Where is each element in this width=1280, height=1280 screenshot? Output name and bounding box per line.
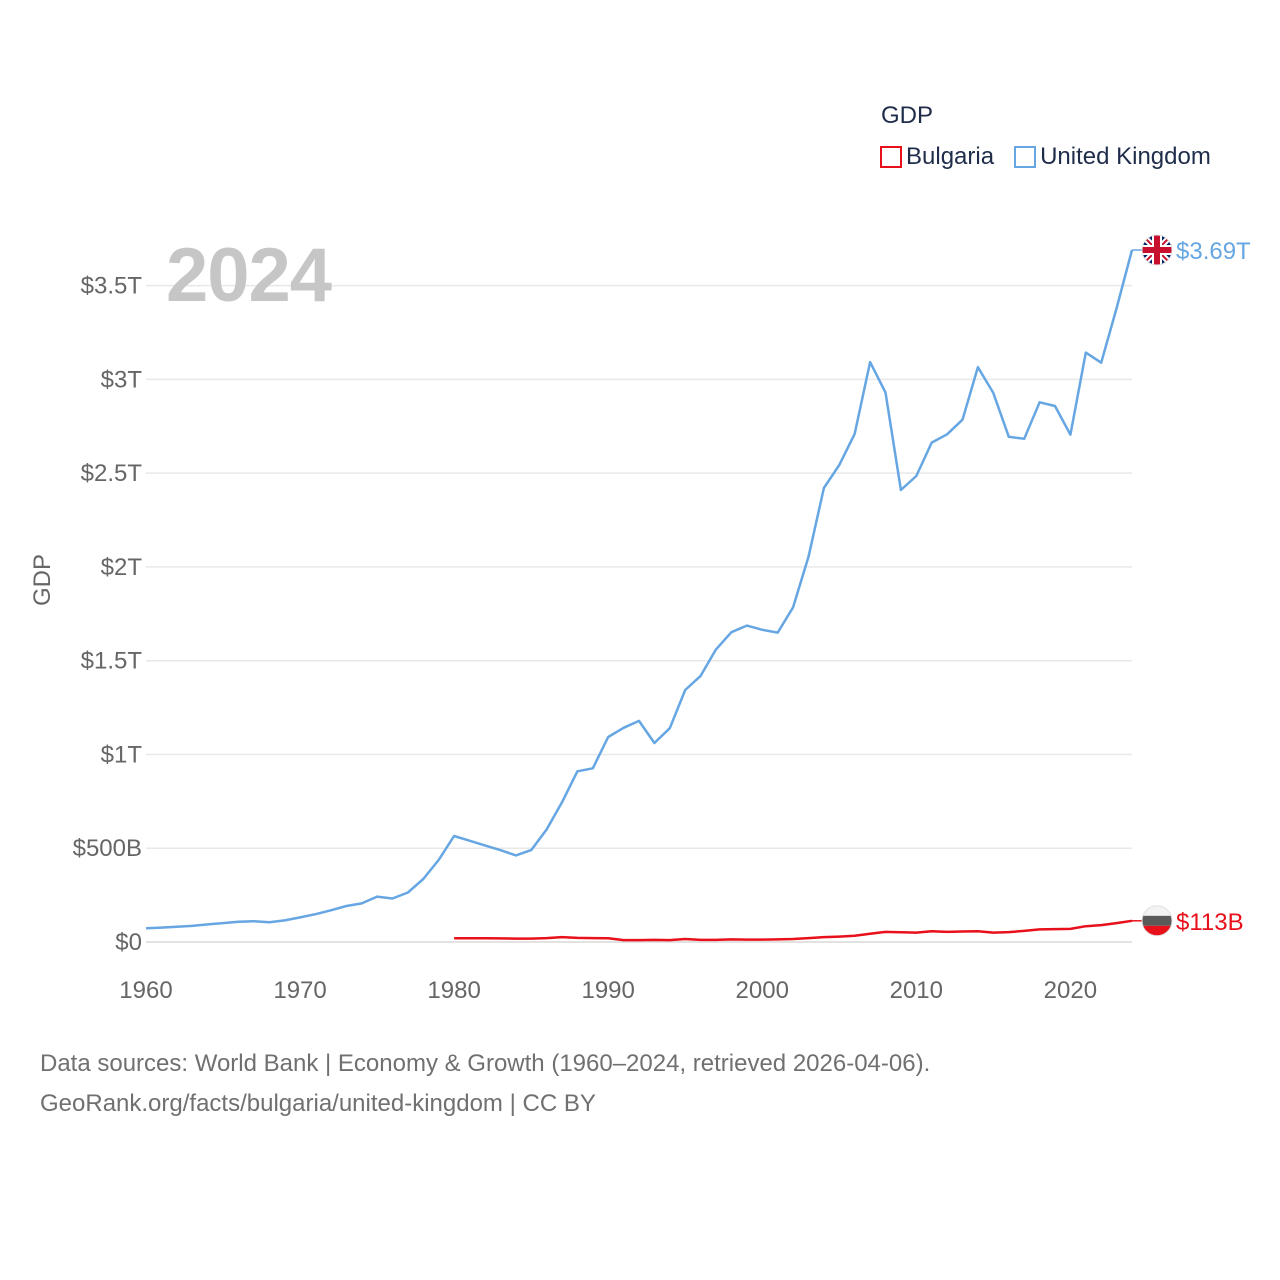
source-line-1: Data sources: World Bank | Economy & Gro…: [40, 1050, 931, 1077]
y-tick-label: $3.5T: [81, 273, 143, 300]
source-line-2[interactable]: GeoRank.org/facts/bulgaria/united-kingdo…: [40, 1090, 596, 1117]
year-label: 2024: [166, 233, 332, 318]
legend: Bulgaria United Kingdom: [880, 143, 1231, 171]
end-value-label-united-kingdom: $3.69T: [1176, 238, 1251, 265]
bulgaria-flag-icon: [1141, 905, 1173, 937]
legend-label-bulgaria: Bulgaria: [906, 143, 995, 170]
legend-label-united-kingdom: United Kingdom: [1040, 143, 1211, 170]
legend-title: GDP: [881, 102, 934, 129]
x-tick-label: 2020: [1044, 977, 1097, 1004]
y-tick-label: $1T: [101, 741, 143, 768]
x-tick-label: 2010: [890, 977, 943, 1004]
legend-swatch-united-kingdom: [1014, 146, 1037, 168]
y-tick-label: $1.5T: [81, 648, 143, 675]
x-tick-label: 1960: [119, 977, 172, 1004]
legend-item-united-kingdom[interactable]: United Kingdom: [1014, 143, 1211, 171]
source-note: Data sources: World Bank | Economy & Gro…: [40, 1044, 930, 1124]
y-tick-label: $2.5T: [81, 460, 143, 487]
legend-swatch-bulgaria: [880, 146, 902, 168]
x-tick-label: 1970: [273, 977, 326, 1004]
uk-flag-icon: [1141, 234, 1173, 266]
series-line-bulgaria: [454, 919, 1133, 942]
y-axis-title: GDP: [29, 554, 56, 606]
legend-item-bulgaria[interactable]: Bulgaria: [880, 143, 994, 171]
y-tick-label: $2T: [101, 554, 143, 581]
y-tick-label: $500B: [73, 835, 142, 862]
x-tick-label: 1990: [581, 977, 634, 1004]
y-tick-label: $0: [115, 929, 142, 956]
x-tick-label: 2000: [736, 977, 789, 1004]
y-tick-label: $3T: [101, 366, 143, 393]
end-value-label-bulgaria: $113B: [1176, 909, 1244, 936]
x-tick-label: 1980: [427, 977, 480, 1004]
series-line-united-kingdom: [145, 249, 1134, 930]
